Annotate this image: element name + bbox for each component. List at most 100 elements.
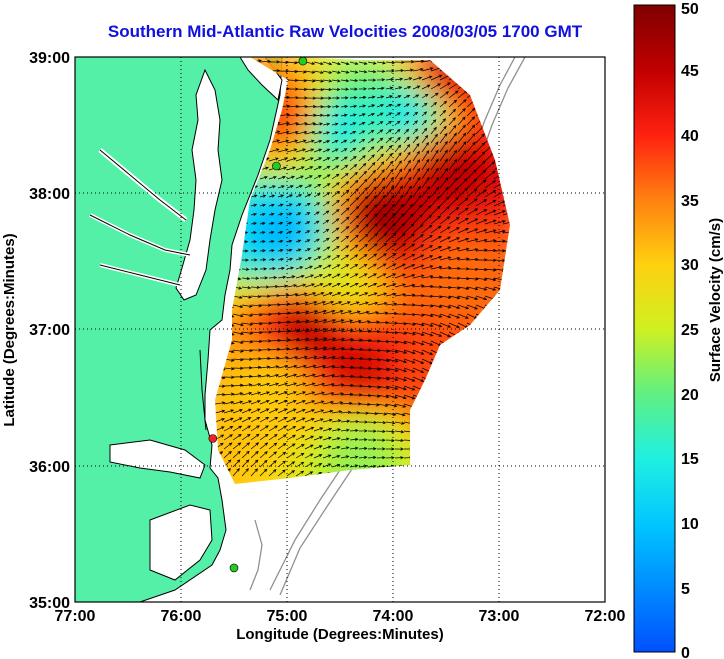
velocity-arrow xyxy=(358,195,369,207)
velocity-arrow xyxy=(376,438,386,442)
velocity-arrow xyxy=(475,133,485,144)
velocity-arrow xyxy=(394,273,406,279)
speed-cell xyxy=(476,254,489,267)
speed-cell xyxy=(356,266,369,279)
speed-cell xyxy=(284,206,297,219)
speed-cell xyxy=(380,206,393,219)
speed-cell xyxy=(464,266,477,279)
x-tick-label: 77:00 xyxy=(55,608,96,625)
speed-cell xyxy=(356,422,369,435)
velocity-arrow xyxy=(304,391,316,396)
speed-cell xyxy=(404,110,417,123)
speed-cell xyxy=(296,230,309,243)
speed-cell xyxy=(248,266,261,279)
velocity-arrow xyxy=(304,166,314,171)
speed-cell xyxy=(416,122,429,135)
velocity-arrow xyxy=(331,454,341,459)
velocity-arrow xyxy=(232,295,243,299)
speed-cell xyxy=(356,362,369,375)
velocity-arrow xyxy=(322,122,331,126)
velocity-arrow xyxy=(268,356,280,360)
speed-cell xyxy=(416,350,429,363)
velocity-arrow xyxy=(322,400,335,405)
speed-cell xyxy=(440,146,453,159)
speed-cell xyxy=(344,57,357,63)
velocity-arrow xyxy=(358,147,366,153)
speed-cell xyxy=(260,362,273,375)
speed-cell xyxy=(392,278,405,291)
velocity-arrow xyxy=(286,70,299,74)
velocity-arrow xyxy=(358,61,368,65)
velocity-arrow xyxy=(313,220,320,225)
speed-cell xyxy=(404,170,417,183)
velocity-arrow xyxy=(439,149,448,162)
velocity-arrow xyxy=(322,157,331,162)
speed-cell xyxy=(380,422,393,435)
velocity-arrow xyxy=(430,215,442,225)
velocity-arrow xyxy=(322,264,332,270)
velocity-arrow xyxy=(304,122,317,126)
velocity-arrow xyxy=(385,137,393,144)
velocity-arrow xyxy=(412,349,425,355)
velocity-arrow xyxy=(232,433,242,441)
velocity-arrow xyxy=(430,119,437,126)
velocity-arrow xyxy=(223,442,233,450)
velocity-arrow xyxy=(430,126,437,135)
velocity-arrow xyxy=(313,409,325,414)
rappahannock-river-edge xyxy=(89,214,191,256)
velocity-arrow xyxy=(385,120,393,126)
velocity-arrow xyxy=(340,181,350,189)
velocity-arrow xyxy=(286,328,301,333)
velocity-arrow xyxy=(241,417,252,423)
velocity-arrow xyxy=(448,227,460,234)
velocity-arrow xyxy=(241,304,253,308)
velocity-arrow xyxy=(286,78,299,83)
speed-cell xyxy=(236,446,249,459)
velocity-arrow xyxy=(313,87,325,92)
velocity-arrow xyxy=(367,263,377,270)
velocity-arrow xyxy=(439,186,449,198)
velocity-arrow xyxy=(457,207,469,216)
speed-cell xyxy=(344,350,357,363)
velocity-arrow xyxy=(502,230,510,234)
velocity-arrow xyxy=(376,358,391,363)
speed-cell xyxy=(260,410,273,423)
y-axis-label: Latitude (Degrees:Minutes) xyxy=(1,233,18,426)
speed-cell xyxy=(296,134,309,147)
speed-cell xyxy=(344,74,357,87)
speed-cell xyxy=(248,254,261,267)
speed-cell xyxy=(332,98,345,111)
velocity-arrow xyxy=(295,148,307,153)
velocity-arrow xyxy=(250,240,258,244)
velocity-arrow xyxy=(376,367,391,372)
speed-cell xyxy=(272,218,285,231)
velocity-arrow xyxy=(268,365,280,369)
speed-cell xyxy=(344,458,357,471)
speed-cell xyxy=(344,302,357,315)
velocity-arrow xyxy=(466,141,476,153)
velocity-arrow xyxy=(340,226,350,234)
velocity-arrow xyxy=(215,392,226,397)
velocity-arrow xyxy=(385,367,399,372)
velocity-arrow xyxy=(358,292,369,297)
velocity-arrow xyxy=(241,408,252,414)
pamlico-sound xyxy=(149,504,213,581)
velocity-arrow xyxy=(349,319,362,324)
velocity-arrow xyxy=(304,417,315,423)
speed-cell xyxy=(368,254,381,267)
velocity-arrow xyxy=(394,194,404,207)
speed-cell xyxy=(356,290,369,303)
speed-cell xyxy=(440,110,453,123)
speed-cell xyxy=(380,410,393,423)
velocity-arrow xyxy=(331,157,339,162)
speed-cell xyxy=(380,134,393,147)
velocity-arrow xyxy=(385,403,398,408)
velocity-arrow xyxy=(394,168,403,180)
velocity-arrow xyxy=(295,122,308,126)
speed-cell xyxy=(248,242,261,255)
velocity-arrow xyxy=(232,417,243,423)
speed-cell xyxy=(464,206,477,219)
velocity-arrow xyxy=(349,215,360,225)
velocity-arrow xyxy=(358,320,371,324)
velocity-arrow xyxy=(493,220,506,225)
